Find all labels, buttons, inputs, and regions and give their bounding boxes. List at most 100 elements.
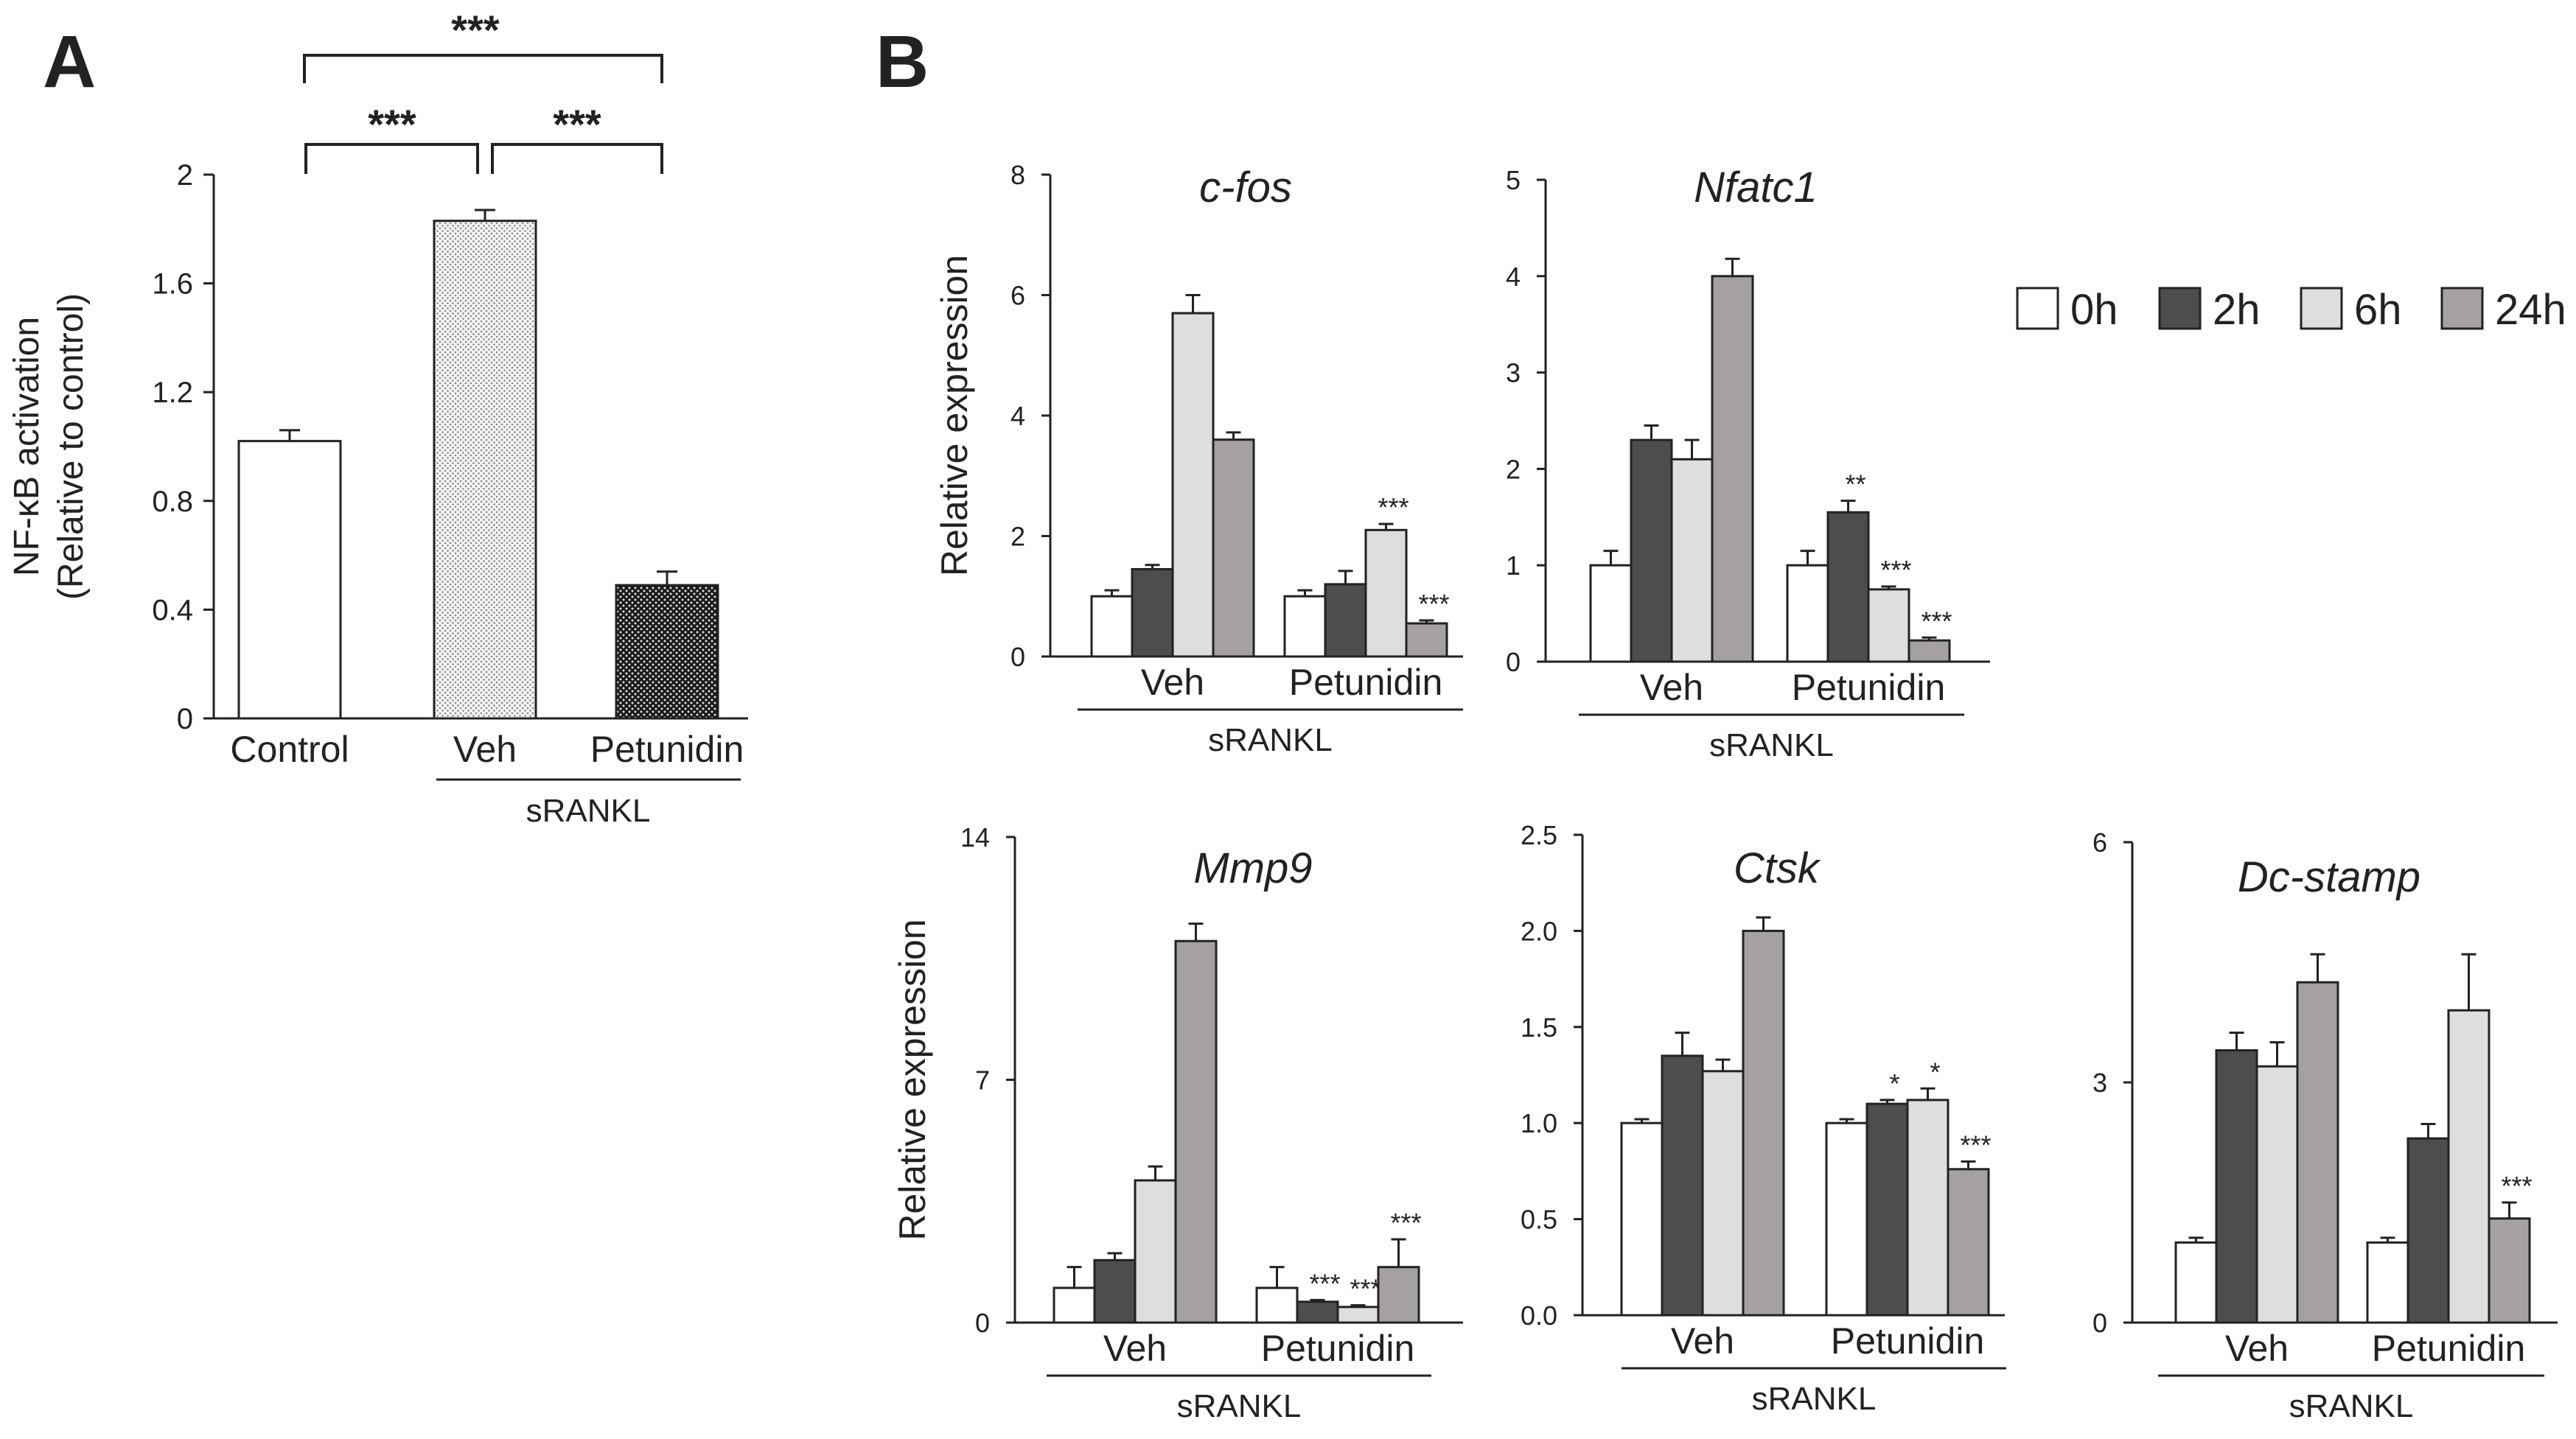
y-tick-label: 4 — [1010, 401, 1025, 431]
x-tick-label: Control — [230, 729, 349, 770]
significance-marker: * — [1930, 1057, 1940, 1087]
chart-a-nfkb-activation: 0 0.4 0.8 1.2 1.6 2 Control Veh Petunidin sRANKL N… — [7, 7, 748, 829]
bar-petunidin-24h — [1377, 1266, 1420, 1324]
y-tick-label: 7 — [975, 1065, 990, 1096]
y-tick-label: 3 — [1506, 358, 1521, 388]
x-tick-label: Petunidin — [2372, 1328, 2526, 1369]
panel-label-a: A — [43, 21, 96, 103]
significance-marker: *** — [553, 101, 601, 147]
bar-petunidin-6h — [1364, 528, 1408, 658]
group-label: sRANKL — [1709, 727, 1834, 763]
y-tick-label: 0 — [975, 1308, 990, 1338]
legend-swatch-24h — [2440, 287, 2484, 330]
legend-swatch-2h — [2158, 287, 2202, 330]
bar-veh-2h — [2215, 1049, 2258, 1324]
x-tick-label: Veh — [453, 729, 517, 770]
y-axis-label-line: NF-κB activation — [7, 317, 46, 576]
y-axis-label: Relative expression — [892, 919, 933, 1240]
chart-title: Dc-stamp — [2238, 853, 2420, 901]
x-tick-label: Veh — [2225, 1328, 2289, 1369]
y-tick-label: 1.6 — [152, 268, 193, 301]
x-tick-label: Veh — [1141, 662, 1204, 703]
bar-veh-0h — [2174, 1241, 2218, 1324]
significance-marker: *** — [1309, 1268, 1340, 1298]
bar-veh — [433, 220, 537, 720]
x-tick-label: Petunidin — [590, 729, 744, 770]
y-tick-label: 6 — [2092, 827, 2107, 858]
y-axis-label-line: (Relative to control) — [52, 293, 91, 600]
significance-bracket — [304, 143, 479, 174]
bar-veh-24h — [1711, 275, 1754, 663]
bar-veh-2h — [1131, 567, 1174, 658]
bar-petunidin-2h — [1324, 583, 1367, 658]
x-tick-label: Veh — [1671, 1320, 1734, 1362]
y-tick-label: 2 — [177, 159, 193, 192]
significance-marker: * — [1889, 1068, 1899, 1099]
bar-veh-6h — [1701, 1070, 1745, 1317]
bar-petunidin-6h — [1867, 588, 1910, 663]
group-label: sRANKL — [1177, 1388, 1302, 1424]
x-tick-label: Petunidin — [1792, 667, 1946, 708]
legend-label-0h: 0h — [2070, 286, 2118, 334]
legend-label-24h: 24h — [2495, 286, 2566, 334]
y-axis-label: Relative expression — [934, 255, 975, 576]
significance-marker: *** — [368, 101, 416, 147]
panel-label-b: B — [876, 21, 929, 103]
y-tick-label: 1.5 — [1521, 1012, 1557, 1043]
legend-swatch-6h — [2300, 287, 2343, 330]
chart-mmp9: 0 7 14 Veh *** *** *** Petunidin sRANKL Mmp9 Relat… — [892, 822, 1463, 1424]
bar-petunidin — [615, 584, 719, 720]
y-tick-label: 1 — [1506, 550, 1521, 581]
y-tick-label: 0.4 — [152, 594, 193, 626]
y-tick-label: 5 — [1506, 165, 1521, 195]
bar-petunidin-0h — [1255, 1286, 1299, 1324]
y-tick-label: 1.0 — [1521, 1108, 1557, 1138]
bar-veh-2h — [1630, 438, 1673, 663]
y-tick-label: 2.0 — [1521, 916, 1557, 946]
y-axis-label: NF-κB activation (Relative to control) — [7, 293, 91, 600]
significance-marker: *** — [1960, 1130, 1991, 1160]
significance-marker: *** — [1350, 1273, 1381, 1303]
bar-veh-0h — [1053, 1286, 1096, 1324]
bar-petunidin-6h — [1906, 1099, 1950, 1317]
y-tick-label: 2 — [1010, 522, 1025, 552]
bar-petunidin-24h — [1405, 622, 1448, 658]
y-tick-label: 4 — [1506, 262, 1521, 292]
significance-bracket — [303, 54, 663, 83]
significance-marker: *** — [1921, 606, 1952, 636]
y-tick-label: 2 — [1506, 454, 1521, 484]
y-tick-label: 8 — [1010, 160, 1025, 190]
bar-veh-6h — [1134, 1179, 1177, 1324]
group-label: sRANKL — [1208, 722, 1333, 758]
significance-marker: *** — [1390, 1208, 1421, 1238]
bar-veh-24h — [1212, 438, 1255, 658]
bar-veh-24h — [2296, 981, 2339, 1324]
y-tick-label: 0 — [1506, 647, 1521, 677]
bar-petunidin-24h — [1947, 1168, 1990, 1317]
y-tick-label: 0 — [177, 703, 193, 735]
bar-petunidin-6h — [1336, 1306, 1380, 1324]
x-tick-label: Petunidin — [1831, 1320, 1985, 1362]
x-tick-label: Veh — [1640, 667, 1703, 708]
bar-petunidin-2h — [1826, 511, 1870, 663]
x-tick-label: Petunidin — [1261, 1328, 1415, 1369]
bar-veh-6h — [1171, 312, 1215, 658]
y-tick-label: 0 — [2092, 1308, 2107, 1338]
bar-petunidin-0h — [2366, 1241, 2409, 1324]
significance-marker: *** — [2501, 1171, 2532, 1201]
bar-petunidin-2h — [2406, 1137, 2450, 1324]
bar-veh-2h — [1093, 1258, 1137, 1324]
significance-marker: *** — [1880, 555, 1911, 585]
y-tick-label: 2.5 — [1521, 820, 1557, 850]
bar-petunidin-2h — [1865, 1102, 1909, 1317]
legend: 0h 2h 6h 24h — [2016, 286, 2566, 334]
bar-petunidin-24h — [2488, 1217, 2531, 1324]
bar-veh-24h — [1174, 939, 1218, 1324]
y-tick-label: 0.5 — [1521, 1205, 1557, 1235]
chart-c-fos: 0 2 4 6 8 Veh *** *** Petunidin sRANKL c-fos Relati… — [934, 160, 1463, 758]
chart-title: Mmp9 — [1193, 844, 1312, 892]
chart-title: c-fos — [1199, 164, 1292, 211]
bar-veh-0h — [1620, 1121, 1664, 1317]
